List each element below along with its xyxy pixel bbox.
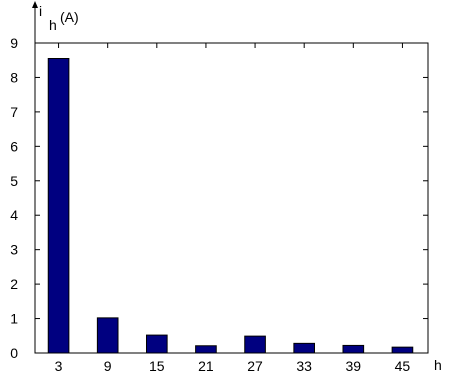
y-tick-label: 4 [10, 207, 18, 223]
x-axis-ticks: 3 9 15 21 27 33 39 45 [55, 43, 411, 374]
x-tick-label: 33 [296, 358, 312, 374]
bar-h-39 [342, 344, 365, 354]
y-tick-label: 1 [10, 311, 18, 327]
x-tick-label: 21 [198, 358, 214, 374]
x-tick-label: 3 [55, 358, 63, 374]
y-axis-ticks: 0 1 2 3 4 5 6 7 8 9 [10, 35, 428, 361]
plot-frame [34, 42, 429, 354]
y-tick-label: 0 [10, 345, 18, 361]
x-tick-label: 9 [104, 358, 112, 374]
y-axis-label-subscript: h [49, 17, 57, 33]
bars-group [47, 58, 414, 354]
x-tick-label: 45 [395, 358, 411, 374]
y-tick-label: 7 [10, 104, 18, 120]
y-tick-label: 9 [10, 35, 18, 51]
y-axis-label-unit: (A) [60, 9, 79, 25]
y-tick-label: 8 [10, 69, 18, 85]
bar-h-3 [47, 58, 70, 354]
y-axis-label-symbol: i [39, 3, 42, 19]
y-tick-label: 2 [10, 276, 18, 292]
bar-h-21 [195, 345, 217, 354]
bar-h-15 [145, 334, 168, 354]
y-tick-label: 5 [10, 173, 18, 189]
x-tick-label: 27 [247, 358, 263, 374]
x-tick-label: 15 [149, 358, 165, 374]
y-axis-arrowhead [32, 1, 38, 8]
bar-h-45 [391, 346, 414, 354]
x-tick-label: 39 [346, 358, 362, 374]
y-tick-label: 3 [10, 242, 18, 258]
y-tick-label: 6 [10, 138, 18, 154]
bar-h-9 [96, 317, 119, 354]
bar-h-33 [293, 342, 316, 354]
x-axis-label: h [434, 357, 442, 373]
bar-h-27 [244, 335, 266, 354]
